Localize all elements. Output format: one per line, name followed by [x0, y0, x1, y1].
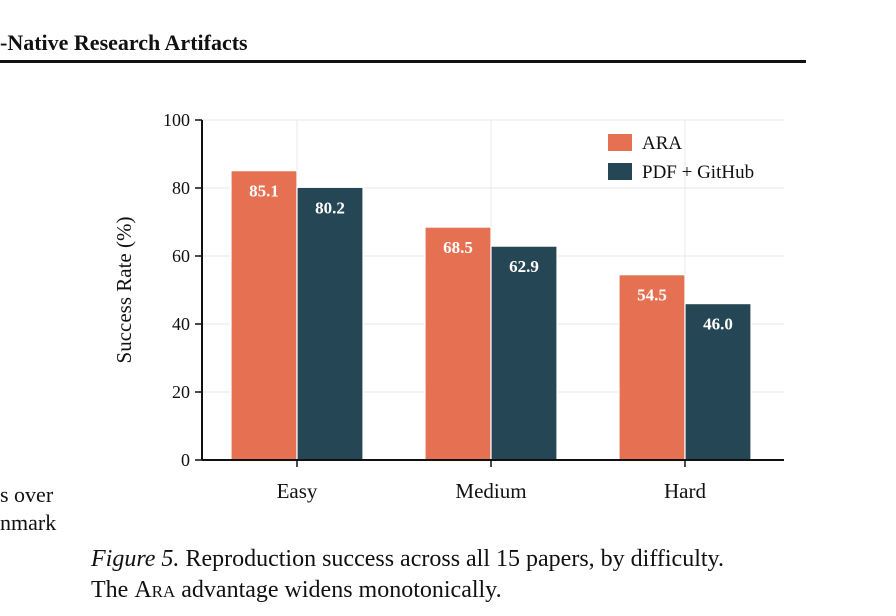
left-column-text-fragment: s over [0, 482, 54, 507]
y-tick-label: 40 [172, 314, 190, 334]
bar-value-label: 46.0 [703, 315, 733, 334]
y-tick-label: 100 [163, 110, 190, 130]
caption-text: advantage widens monotonically. [175, 577, 502, 603]
bar-pdf-github-easy [296, 186, 364, 461]
bar-value-label: 62.9 [509, 257, 539, 276]
axes: 0 20 40 60 80 100 Easy Medium Hard [163, 110, 784, 503]
bar-value-label: 85.1 [249, 182, 279, 201]
bar-pdf-github-hard [684, 303, 752, 461]
bars [230, 170, 752, 461]
bar-value-label: 80.2 [315, 198, 345, 217]
bar-pdf-github-medium [490, 245, 558, 461]
bar-ara-medium [424, 226, 492, 461]
bar-ara-easy [230, 170, 298, 461]
y-tick-label: 0 [181, 450, 190, 470]
bar-value-label: 54.5 [637, 286, 667, 305]
legend-swatch [608, 134, 632, 151]
y-tick-label: 20 [172, 382, 190, 402]
y-tick-label: 80 [172, 178, 190, 198]
bar-value-label: 68.5 [443, 238, 473, 257]
legend: ARA PDF + GitHub [608, 133, 754, 183]
y-tick-label: 60 [172, 246, 190, 266]
bar-chart: 0 20 40 60 80 100 Easy Medium Hard 85.1 80.2 68.5 6… [112, 110, 784, 503]
legend-label: PDF + GitHub [642, 162, 754, 183]
figure-caption: Figure 5. Reproduction success across al… [91, 544, 724, 606]
x-tick-label: Easy [277, 479, 318, 503]
y-axis-title: Success Rate (%) [112, 217, 136, 364]
x-tick-label: Medium [455, 479, 526, 503]
running-header: -Native Research Artifacts [0, 30, 248, 55]
left-column-text-fragment: nmark [0, 510, 57, 535]
caption-text: Reproduction success across all 15 paper… [179, 546, 724, 572]
data-labels: 85.1 80.2 68.5 62.9 54.5 46.0 [249, 182, 733, 334]
caption-smallcaps-name: Ara [134, 577, 176, 603]
legend-swatch [608, 163, 632, 180]
caption-text: The [91, 577, 135, 603]
x-tick-label: Hard [664, 479, 706, 503]
header-rule [0, 60, 806, 63]
legend-label: ARA [642, 133, 682, 154]
figure-label: Figure 5. [91, 546, 180, 572]
